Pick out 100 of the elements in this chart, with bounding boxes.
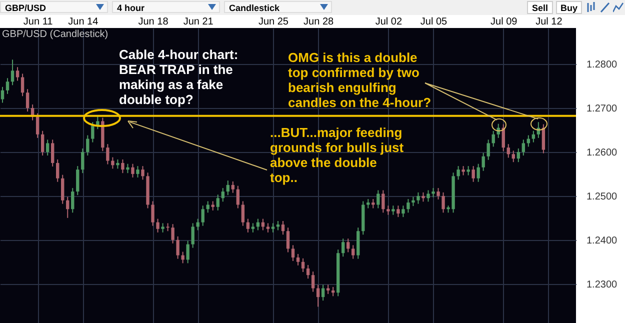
candlestick [66, 196, 70, 218]
candlestick [522, 139, 526, 156]
candlestick [516, 148, 520, 163]
candlestick [271, 222, 275, 233]
candlestick [106, 144, 110, 165]
chart-title: GBP/USD (Candlestick) [2, 29, 108, 40]
candlestick [6, 78, 10, 94]
candlestick [176, 236, 180, 260]
candlestick [10, 59, 14, 86]
candlestick [71, 188, 74, 214]
candlestick [76, 166, 80, 196]
candlestick [486, 139, 490, 160]
candlestick [476, 163, 480, 182]
y-tick-label: 1.2700 [586, 104, 618, 115]
candlestick [472, 166, 475, 182]
candlestick [221, 188, 224, 202]
y-tick-label: 1.2300 [586, 279, 618, 290]
candlestick [91, 122, 94, 143]
candlestick [321, 284, 325, 302]
y-tick-label: 1.2800 [586, 60, 618, 71]
candlestick [50, 139, 54, 167]
candlestick [412, 196, 415, 207]
candlestick [376, 190, 380, 209]
candlestick [251, 222, 255, 233]
candlestick [281, 220, 285, 236]
candlestick [116, 158, 120, 170]
candlestick [46, 139, 50, 156]
candlestick [81, 148, 84, 174]
candlestick [436, 188, 440, 200]
candlestick [301, 258, 305, 272]
y-tick-label: 1.2400 [586, 235, 618, 246]
candlestick [432, 188, 435, 198]
candlestick [26, 88, 30, 112]
candlestick [156, 218, 160, 233]
candlestick [246, 218, 250, 233]
candlestick [346, 238, 350, 253]
candlestick [121, 158, 124, 174]
candlestick [532, 130, 536, 143]
candlestick [406, 198, 410, 214]
candlestick [482, 152, 485, 172]
candlestick [191, 222, 194, 248]
candlestick [416, 192, 420, 204]
x-tick-label: Jun 18 [138, 16, 169, 28]
candlestick [422, 192, 425, 202]
candlestick [0, 86, 4, 104]
candlestick [126, 163, 130, 174]
candlestick [241, 200, 245, 226]
text: Buy [556, 1, 582, 14]
y-tick-label: 1.2500 [586, 191, 618, 202]
candlestick [466, 166, 470, 176]
x-tick-label: Jul 02 [375, 16, 402, 28]
candlestick [341, 238, 345, 258]
candlestick [16, 66, 20, 82]
x-tick-label: Jun 28 [304, 16, 334, 28]
candlestick [151, 200, 154, 226]
candlestick [201, 205, 204, 226]
candlestick [311, 271, 315, 292]
candlestick [386, 205, 390, 216]
candlestick [442, 192, 445, 214]
x-tick-label: Jun 21 [183, 16, 214, 28]
text: GBP/USD [0, 1, 108, 13]
candlestick [36, 112, 40, 138]
candlestick [211, 200, 214, 211]
candlestick [291, 244, 295, 262]
candlestick [231, 180, 235, 194]
candlestick [492, 130, 495, 148]
x-tick-label: Jul 12 [536, 16, 563, 28]
candlestick [512, 150, 515, 163]
candlestick [20, 73, 24, 97]
candlestick [462, 166, 465, 176]
text: Sell [527, 1, 553, 14]
candlestick [181, 251, 184, 264]
candlestick [236, 185, 240, 209]
candlestick [226, 180, 230, 196]
candlestick [206, 200, 210, 214]
candlestick [392, 205, 395, 216]
candlestick [86, 134, 90, 156]
text: 4 hour [112, 1, 220, 13]
x-tick-label: Jul 05 [420, 16, 448, 28]
candlestick [426, 190, 430, 202]
x-tick-label: Jun 14 [68, 16, 99, 28]
x-tick-label: Jun 11 [23, 16, 54, 28]
candlestick [56, 158, 60, 182]
candlestick [161, 222, 164, 233]
candlestick [506, 144, 510, 158]
candlestick [216, 194, 220, 211]
candlestick [396, 205, 400, 218]
candlestick [141, 166, 144, 180]
candlestick [61, 174, 64, 204]
x-tick-label: Jun 25 [258, 16, 289, 28]
candlestick [196, 218, 200, 231]
candlestick [352, 244, 355, 260]
annotation: OMG is this a double top confirmed by two bearish engulfing candles on the 4-hour? [288, 50, 432, 110]
candlestick [382, 190, 385, 214]
candlestick [40, 130, 44, 156]
y-tick-label: 1.2600 [586, 147, 618, 158]
x-tick-label: Jul 09 [490, 16, 518, 28]
candlestick [296, 253, 300, 266]
candlestick [402, 205, 405, 218]
candlestick [136, 166, 140, 178]
